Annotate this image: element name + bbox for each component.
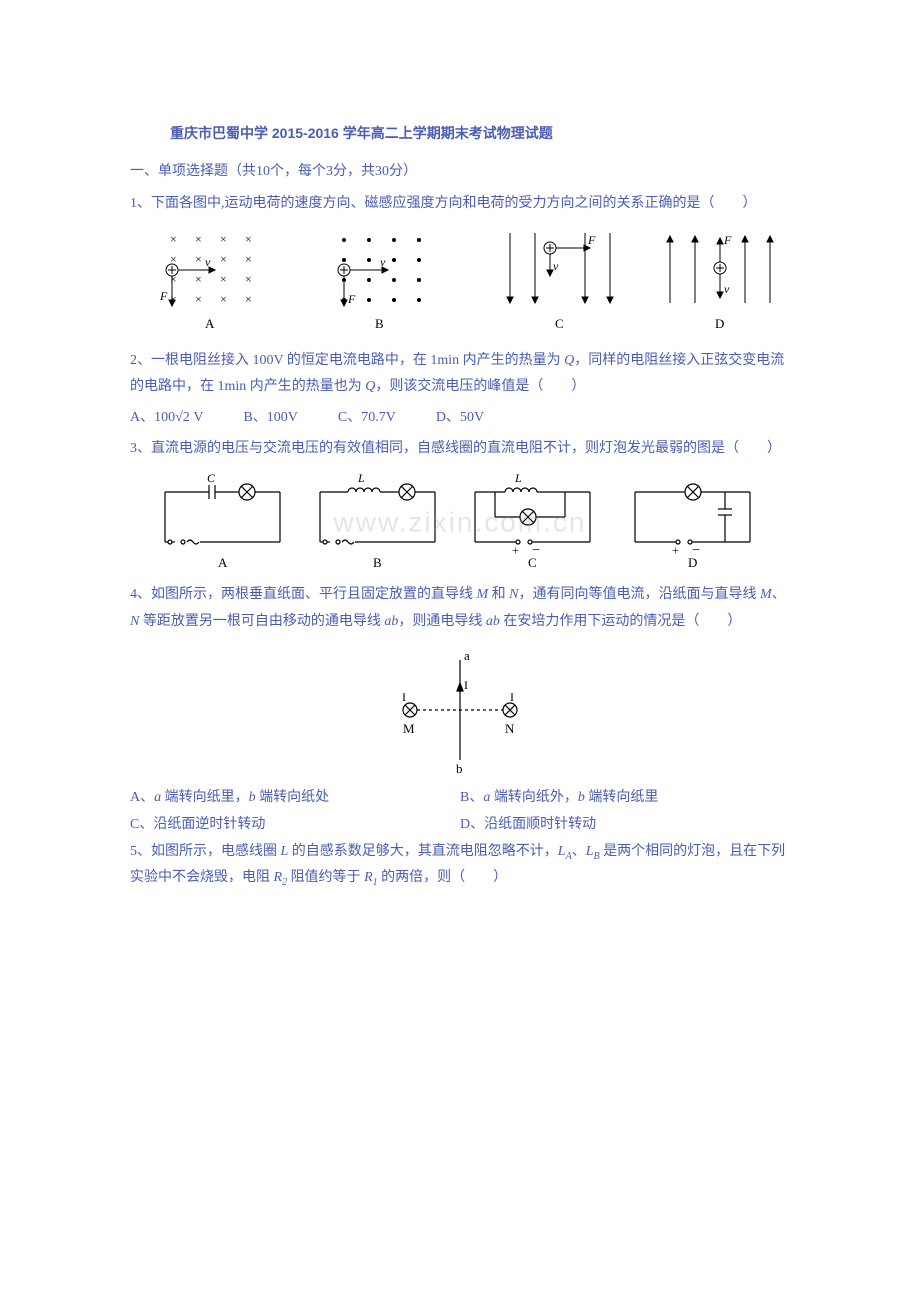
svg-text:a: a (464, 648, 470, 663)
question-4: 4、如图所示，两根垂直纸面、平行且固定放置的直导线 M 和 N，通有同向等值电流… (130, 582, 790, 635)
q4-p6: ，则通电导线 (398, 614, 486, 629)
svg-text:F: F (347, 292, 356, 306)
q4-p4: 、 (772, 587, 786, 602)
q5-p1: 5、如图所示，电感线圈 (130, 844, 281, 859)
svg-text:B: B (375, 316, 384, 331)
q4a-prefix: A、 (130, 790, 154, 805)
q5-LA: LA (558, 844, 572, 859)
q5-p5: 阻值约等于 (287, 870, 364, 885)
q4-p7: 在安培力作用下运动的情况是（ ） (500, 614, 742, 629)
q1-figure: ×××× ×××× ×××× ×××× v F A (130, 228, 790, 338)
svg-text:I: I (402, 690, 406, 704)
q2-opt-c: C、70.7V (338, 405, 396, 432)
svg-text:C: C (528, 555, 537, 570)
q5-LB: LB (586, 844, 600, 859)
q2-opt-b: B、100V (243, 405, 297, 432)
q4-opt-a: A、a 端转向纸里，b 端转向纸处 (130, 785, 460, 812)
q4-opt-b: B、a 端转向纸外，b 端转向纸里 (460, 785, 790, 812)
svg-text:×: × (220, 232, 227, 246)
svg-text:×: × (245, 292, 252, 306)
svg-text:v: v (724, 282, 730, 296)
svg-text:×: × (195, 232, 202, 246)
q4-p3: ，通有同向等值电流，沿纸面与直导线 (519, 587, 761, 602)
q2-options: A、100√2 V B、100V C、70.7V D、50V (130, 405, 790, 432)
q5-p6: 的两倍，则（ ） (378, 870, 508, 885)
q4-n1: N (509, 587, 518, 602)
q2-opt-d: D、50V (436, 405, 484, 432)
svg-text:D: D (688, 555, 697, 570)
q5-R2: R2 (274, 870, 288, 885)
svg-text:D: D (715, 316, 724, 331)
q4a-suffix: 端转向纸处 (256, 790, 330, 805)
q2-part1: 2、一根电阻丝接入 100V 的恒定电流电路中，在 1min 内产生的热量为 (130, 353, 564, 368)
section-1-header: 一、单项选择题（共10个，每个3分，共30分） (130, 159, 790, 186)
svg-text:A: A (218, 555, 228, 570)
q4b-prefix: B、 (460, 790, 483, 805)
svg-text:F: F (587, 233, 596, 247)
question-5: 5、如图所示，电感线圈 L 的自感系数足够大，其直流电阻忽略不计，LA、LB 是… (130, 839, 790, 893)
q3-figure: C A L B L (130, 472, 790, 572)
svg-text:A: A (205, 316, 215, 331)
q2-Q1: Q (564, 353, 574, 368)
question-1: 1、下面各图中,运动电荷的速度方向、磁感应强度方向和电荷的受力方向之间的关系正确… (130, 191, 790, 218)
svg-text:×: × (220, 272, 227, 286)
q4-ab2: ab (486, 614, 500, 629)
q4-ab1: ab (384, 614, 398, 629)
q4-opt-d: D、沿纸面顺时针转动 (460, 812, 790, 839)
svg-text:×: × (245, 232, 252, 246)
q4a-mid: 端转向纸里， (161, 790, 249, 805)
svg-text:+: + (672, 543, 679, 557)
svg-text:×: × (245, 272, 252, 286)
q5-R1: R1 (364, 870, 378, 885)
svg-text:M: M (403, 721, 415, 736)
q4-m1: M (477, 587, 489, 602)
question-2: 2、一根电阻丝接入 100V 的恒定电流电路中，在 1min 内产生的热量为 Q… (130, 348, 790, 401)
q4-n2: N (130, 614, 139, 629)
q2-Q2: Q (365, 379, 375, 394)
svg-text:L: L (357, 472, 365, 485)
q5-p2: 的自感系数足够大，其直流电阻忽略不计， (288, 844, 558, 859)
q2-a-prefix: A、 (130, 410, 154, 425)
svg-text:F: F (159, 289, 168, 303)
svg-text:L: L (514, 472, 522, 485)
svg-text:F: F (723, 233, 732, 247)
svg-text:v: v (380, 255, 386, 269)
q2-part3: ，则该交流电压的峰值是（ ） (375, 379, 585, 394)
q4b-b: b (578, 790, 585, 805)
svg-text:×: × (245, 252, 252, 266)
q2-a-unit: V (190, 410, 204, 425)
svg-text:N: N (505, 721, 515, 736)
q4-p1: 4、如图所示，两根垂直纸面、平行且固定放置的直导线 (130, 587, 477, 602)
question-3: 3、直流电源的电压与交流电压的有效值相同，自感线圈的直流电阻不计，则灯泡发光最弱… (130, 436, 790, 463)
q4-opt-c: C、沿纸面逆时针转动 (130, 812, 460, 839)
q5-p3: 、 (572, 844, 586, 859)
q4-m2: M (760, 587, 772, 602)
q4-p5: 等距放置另一根可自由移动的通电导线 (139, 614, 384, 629)
svg-text:×: × (195, 292, 202, 306)
svg-text:B: B (373, 555, 382, 570)
svg-text:C: C (555, 316, 564, 331)
q2-opt-a: A、100√2 V (130, 405, 203, 432)
svg-text:v: v (553, 259, 559, 273)
q4b-mid: 端转向纸外， (490, 790, 578, 805)
svg-text:×: × (220, 252, 227, 266)
svg-text:v: v (205, 255, 211, 269)
q4-figure: I M I N I a b (130, 645, 790, 775)
svg-text:×: × (220, 292, 227, 306)
svg-text:C: C (207, 472, 216, 485)
svg-text:I: I (510, 690, 514, 704)
q2-a-val: 100√2 (154, 410, 190, 425)
svg-text:+: + (512, 543, 519, 557)
q4b-suffix: 端转向纸里 (585, 790, 659, 805)
svg-text:I: I (464, 678, 468, 692)
svg-text:×: × (195, 252, 202, 266)
q4a-b: b (249, 790, 256, 805)
svg-text:b: b (456, 761, 463, 775)
q4-options: A、a 端转向纸里，b 端转向纸处 B、a 端转向纸外，b 端转向纸里 C、沿纸… (130, 785, 790, 838)
page-title: 重庆市巴蜀中学 2015-2016 学年高二上学期期末考试物理试题 (130, 120, 790, 147)
q4-p2: 和 (488, 587, 509, 602)
svg-text:×: × (195, 272, 202, 286)
svg-text:×: × (170, 232, 177, 246)
